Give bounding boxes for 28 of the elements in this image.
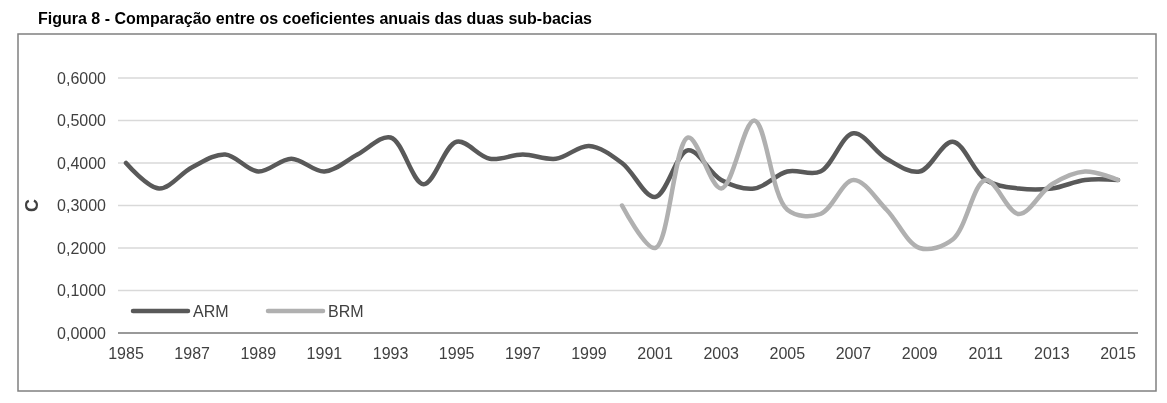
y-tick-label: 0,1000 <box>57 282 107 300</box>
x-tick-label: 1999 <box>571 345 607 362</box>
x-tick-label: 2001 <box>637 345 673 362</box>
x-tick-label: 1995 <box>438 345 475 362</box>
y-tick-label: 0,3000 <box>57 197 107 215</box>
legend-label: BRM <box>328 302 364 320</box>
x-tick-label: 2015 <box>1100 345 1136 362</box>
x-tick-label: 2005 <box>769 345 806 362</box>
x-tick-label: 2003 <box>703 345 740 362</box>
x-tick-label: 1989 <box>240 345 277 362</box>
y-axis-title: C <box>22 199 42 212</box>
y-tick-label: 0,0000 <box>57 324 107 342</box>
x-tick-label: 2013 <box>1034 345 1070 362</box>
x-tick-label: 1997 <box>505 345 541 362</box>
y-tick-label: 0,2000 <box>57 239 107 257</box>
x-tick-label: 2009 <box>901 345 938 362</box>
x-tick-label: 2007 <box>835 345 872 362</box>
x-tick-label: 1987 <box>174 345 211 362</box>
y-tick-label: 0,5000 <box>57 112 107 130</box>
line-series <box>619 118 1121 252</box>
y-tick-label: 0,6000 <box>57 69 107 87</box>
y-tick-label: 0,4000 <box>57 154 107 172</box>
x-tick-label: 1993 <box>372 345 409 362</box>
x-tick-label: 1991 <box>306 345 343 362</box>
legend-label: ARM <box>193 302 229 320</box>
x-tick-label: 2011 <box>968 345 1004 362</box>
x-tick-label: 1985 <box>108 345 144 362</box>
chart-title: Figura 8 - Comparação entre os coeficientes anuais das duas sub-bacias <box>38 10 593 27</box>
